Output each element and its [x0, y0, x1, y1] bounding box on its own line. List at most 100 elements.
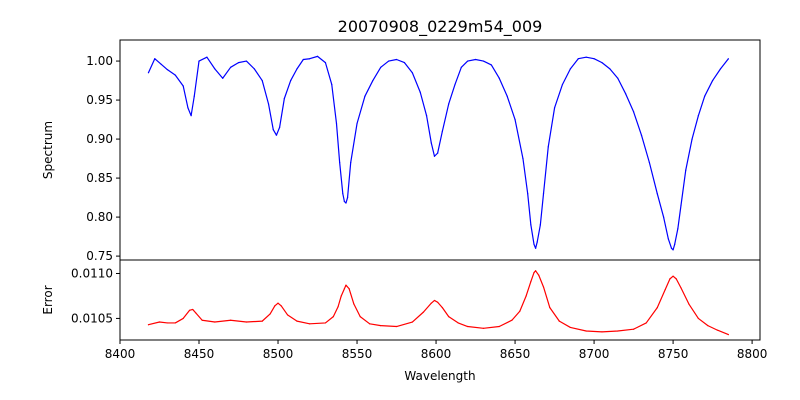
error-panel: 0.0105 0.0110 Error — [41, 259, 761, 341]
error-data-point — [664, 289, 666, 291]
error-data-point — [530, 280, 532, 283]
spectrum-data-point — [711, 79, 714, 82]
spectrum-data-point — [166, 69, 169, 71]
spectrum-data-point — [237, 62, 240, 64]
spectrum-data-point — [448, 103, 450, 105]
spectrum-data-point — [425, 115, 428, 117]
error-data-point — [558, 320, 560, 322]
error-data-point — [147, 324, 150, 326]
error-data-point — [519, 310, 521, 312]
spectrum-data-point — [727, 58, 729, 60]
error-data-point — [158, 321, 161, 323]
spectrum-data-point — [261, 79, 263, 82]
spectrum-data-point — [283, 97, 285, 100]
spectrum-data-point — [672, 249, 674, 251]
spectrum-data-point — [222, 77, 224, 79]
spectrum-data-point — [677, 228, 679, 230]
spectrum-data-point — [343, 200, 345, 203]
spectrum-data-point — [331, 83, 333, 86]
spectrum-data-point — [147, 72, 150, 74]
error-data-point — [727, 334, 729, 336]
spectrum-data-point — [680, 204, 682, 206]
error-data-point — [422, 311, 425, 313]
spectrum-data-point — [691, 138, 693, 140]
spectrum-data-point — [380, 66, 382, 68]
spectrum-data-point — [230, 66, 232, 68]
error-data-point — [280, 305, 282, 307]
spectrum-data-point — [460, 66, 462, 68]
error-data-point — [645, 322, 647, 324]
spectrum-y-axis-label: Spectrum — [41, 121, 55, 179]
spectrum-points — [147, 55, 729, 251]
error-points — [147, 270, 729, 336]
error-data-point — [525, 295, 527, 297]
error-y-tick-label: 0.0105 — [71, 311, 113, 325]
spectrum-data-point — [316, 55, 319, 57]
spectrum-data-point — [253, 68, 255, 70]
spectrum-data-point — [530, 224, 532, 226]
error-data-point — [617, 330, 619, 332]
error-data-point — [672, 275, 674, 277]
spectrum-data-point — [345, 202, 347, 204]
spectrum-data-point — [536, 241, 538, 243]
spectrum-data-point — [342, 193, 344, 195]
spectrum-data-point — [547, 146, 549, 148]
error-data-point — [457, 322, 459, 324]
error-data-point — [345, 284, 347, 286]
spectrum-data-point — [625, 93, 627, 95]
error-data-point — [340, 295, 342, 297]
spectrum-data-point — [324, 62, 327, 64]
spectrum-data-point — [430, 142, 432, 144]
error-data-point — [511, 319, 513, 321]
spectrum-data-point — [585, 56, 587, 58]
spectrum-data-point — [539, 224, 541, 226]
spectrum-data-point — [667, 238, 669, 240]
x-tick-label: 8600 — [421, 347, 452, 361]
error-data-point — [337, 306, 339, 308]
spectrum-data-point — [474, 58, 477, 61]
error-data-point — [343, 288, 345, 290]
error-data-point — [549, 307, 551, 309]
spectrum-data-point — [601, 62, 603, 64]
spectrum-data-point — [309, 58, 311, 60]
error-data-point — [688, 303, 690, 305]
error-data-point — [601, 331, 603, 333]
spectrum-data-point — [437, 152, 439, 154]
x-tick-label: 8550 — [342, 347, 373, 361]
spectrum-data-point — [339, 161, 341, 164]
error-data-point — [411, 321, 413, 323]
spectrum-data-point — [685, 169, 687, 171]
error-data-point — [697, 317, 699, 320]
x-tick-label: 8700 — [579, 347, 610, 361]
error-y-axis-label: Error — [41, 285, 55, 314]
x-tick-label: 8650 — [500, 347, 531, 361]
spectrum-data-point — [154, 58, 156, 60]
spectrum-data-point — [419, 91, 421, 93]
spectrum-data-point — [356, 122, 358, 125]
error-data-point — [632, 328, 635, 330]
spectrum-data-point — [346, 196, 349, 199]
spectrum-data-point — [187, 107, 189, 109]
spectrum-data-point — [275, 134, 278, 136]
error-data-point — [353, 303, 355, 305]
x-tick-label: 8450 — [184, 347, 215, 361]
error-data-point — [716, 329, 718, 331]
error-data-point — [182, 317, 184, 320]
x-tick-label: 8400 — [105, 347, 136, 361]
spectrum-data-point — [498, 77, 500, 79]
spectrum-data-point — [569, 68, 571, 70]
error-y-ticks: 0.0105 0.0110 — [71, 266, 120, 325]
error-data-point — [395, 325, 398, 328]
error-data-point — [166, 322, 169, 324]
spectrum-data-point — [553, 107, 556, 109]
error-data-point — [359, 316, 361, 318]
error-data-point — [656, 307, 658, 309]
spectrum-data-point — [719, 68, 722, 70]
spectrum-data-point — [441, 130, 443, 132]
error-data-point — [324, 322, 327, 324]
error-data-point — [286, 314, 289, 316]
x-axis-ticks: 8400 8450 8500 8550 8600 8650 8700 8750 8800 — [105, 340, 767, 361]
error-data-point — [380, 325, 382, 327]
error-data-point — [277, 302, 279, 304]
